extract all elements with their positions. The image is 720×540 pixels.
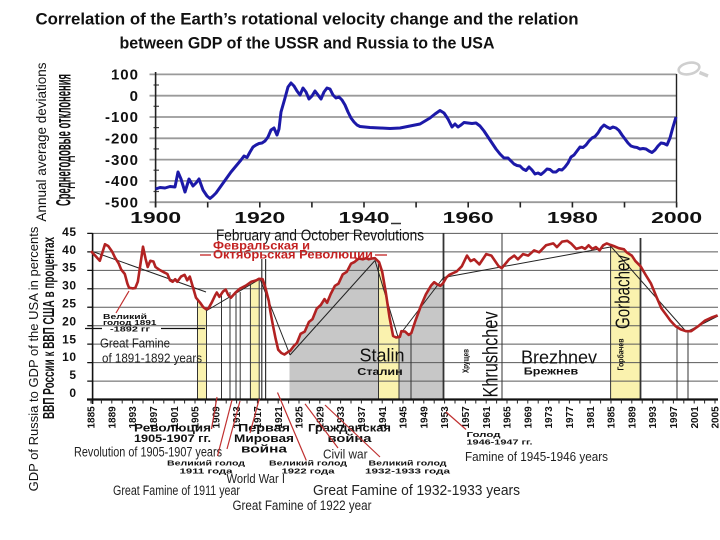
svg-text:1920: 1920 — [234, 210, 285, 227]
svg-text:Brezhnev: Brezhnev — [521, 348, 597, 368]
svg-text:Горбачев: Горбачев — [617, 338, 626, 370]
svg-text:1893: 1893 — [128, 406, 139, 429]
svg-text:20: 20 — [62, 314, 76, 328]
svg-text:Октябрьская Революции: Октябрьская Революции — [213, 250, 373, 262]
svg-text:Хрущев: Хрущев — [462, 349, 471, 373]
svg-text:Revolution of 1905-1907 years: Revolution of 1905-1907 years — [74, 445, 222, 460]
svg-text:1981: 1981 — [586, 406, 597, 429]
svg-text:100: 100 — [111, 67, 139, 84]
svg-text:1905-1907 гг.: 1905-1907 гг. — [134, 433, 211, 445]
svg-text:1969: 1969 — [523, 406, 534, 429]
svg-text:1957: 1957 — [461, 406, 472, 429]
svg-text:of 1891-1892 years: of 1891-1892 years — [102, 351, 202, 366]
svg-text:1977: 1977 — [565, 406, 576, 429]
svg-text:1985: 1985 — [607, 406, 618, 429]
svg-text:1925: 1925 — [295, 406, 306, 429]
svg-text:1913: 1913 — [232, 406, 243, 429]
svg-text:война: война — [328, 433, 373, 445]
svg-text:Great Famine of 1911 year: Great Famine of 1911 year — [113, 483, 240, 498]
svg-text:2005: 2005 — [711, 406, 720, 429]
svg-text:Civil war: Civil war — [323, 447, 368, 462]
svg-text:1965: 1965 — [503, 406, 514, 429]
svg-text:30: 30 — [62, 279, 76, 293]
svg-text:0: 0 — [130, 88, 139, 105]
svg-text:1961: 1961 — [482, 406, 493, 429]
svg-text:-1892 гг: -1892 гг — [110, 326, 150, 333]
svg-text:Correlation of the Earth’s rot: Correlation of the Earth’s rotational ve… — [36, 10, 579, 29]
svg-text:Famine of 1945-1946 years: Famine of 1945-1946 years — [465, 449, 608, 464]
svg-text:1901: 1901 — [170, 406, 181, 429]
svg-text:1889: 1889 — [107, 406, 118, 429]
svg-text:1980: 1980 — [547, 210, 598, 227]
svg-text:1922 года: 1922 года — [282, 467, 336, 476]
svg-text:GDP of Russia to GDP of the US: GDP of Russia to GDP of the USA in perce… — [26, 226, 41, 491]
svg-text:1909: 1909 — [211, 406, 222, 429]
svg-text:1911 года: 1911 года — [180, 467, 234, 476]
svg-text:10: 10 — [62, 350, 76, 364]
svg-text:Khrushchev: Khrushchev — [479, 311, 502, 397]
svg-text:February and October Revolutio: February and October Revolutions — [216, 228, 424, 245]
svg-text:-200: -200 — [105, 131, 139, 148]
svg-text:Великий: Великий — [103, 313, 147, 321]
svg-text:40: 40 — [62, 243, 76, 257]
svg-text:Великий голод: Великий голод — [369, 459, 447, 468]
svg-text:1905: 1905 — [191, 406, 202, 429]
svg-text:Среднегодовые отклонения: Среднегодовые отклонения — [53, 74, 76, 206]
svg-text:1989: 1989 — [627, 406, 638, 429]
svg-text:1933: 1933 — [336, 406, 347, 429]
svg-text:2000: 2000 — [651, 210, 702, 227]
svg-text:Сталин: Сталин — [357, 367, 403, 378]
svg-text:Голод: Голод — [467, 430, 501, 439]
svg-text:1932-1933 года: 1932-1933 года — [365, 467, 451, 476]
svg-text:1953: 1953 — [440, 406, 451, 429]
svg-text:1900: 1900 — [130, 210, 181, 227]
svg-text:1917: 1917 — [253, 406, 264, 429]
svg-text:война: война — [241, 444, 288, 456]
svg-text:Революция: Революция — [134, 423, 211, 435]
svg-text:1940: 1940 — [339, 210, 390, 227]
svg-text:35: 35 — [62, 261, 76, 275]
svg-text:1937: 1937 — [357, 406, 368, 429]
svg-text:Мировая: Мировая — [234, 433, 294, 445]
svg-text:0: 0 — [69, 386, 76, 400]
svg-text:1949: 1949 — [419, 406, 430, 429]
svg-text:Stalin: Stalin — [359, 346, 404, 366]
svg-text:1997: 1997 — [669, 406, 680, 429]
svg-text:25: 25 — [62, 297, 76, 311]
svg-text:1897: 1897 — [149, 406, 160, 429]
svg-text:1960: 1960 — [443, 210, 494, 227]
svg-text:15: 15 — [62, 332, 76, 346]
svg-text:1973: 1973 — [544, 406, 555, 429]
svg-text:1946-1947 гг.: 1946-1947 гг. — [467, 438, 533, 447]
svg-text:World War I: World War I — [227, 471, 286, 486]
svg-text:голод 1891: голод 1891 — [103, 320, 157, 327]
svg-text:1929: 1929 — [315, 406, 326, 429]
svg-text:ВВП России к ВВП США в процент: ВВП России к ВВП США в процентах — [41, 237, 58, 419]
svg-text:Gorbachev: Gorbachev — [613, 255, 635, 329]
svg-text:Great Famine: Great Famine — [100, 336, 170, 351]
svg-text:5: 5 — [69, 368, 76, 382]
svg-text:Великий голод: Великий голод — [269, 459, 347, 468]
svg-text:1993: 1993 — [648, 406, 659, 429]
svg-text:-500: -500 — [105, 194, 139, 211]
svg-text:1945: 1945 — [399, 406, 410, 429]
svg-text:-300: -300 — [105, 152, 139, 169]
svg-text:45: 45 — [62, 225, 76, 239]
svg-text:1885: 1885 — [87, 406, 98, 429]
svg-text:between GDP of the USSR and Ru: between GDP of the USSR and Russia to th… — [120, 34, 495, 53]
svg-text:Great Famine of 1932-1933 year: Great Famine of 1932-1933 years — [313, 482, 520, 499]
svg-text:Великий голод: Великий голод — [167, 459, 245, 468]
svg-text:Февральская и: Февральская и — [213, 241, 310, 253]
svg-text:Annual average deviations: Annual average deviations — [34, 62, 49, 221]
svg-text:1941: 1941 — [378, 406, 389, 429]
svg-text:-100: -100 — [105, 109, 139, 126]
svg-text:Great Famine of 1922 year: Great Famine of 1922 year — [233, 498, 372, 513]
svg-text:-400: -400 — [105, 173, 139, 190]
svg-text:2001: 2001 — [690, 406, 701, 429]
svg-text:Брежнев: Брежнев — [524, 367, 579, 378]
svg-text:1921: 1921 — [274, 406, 285, 429]
